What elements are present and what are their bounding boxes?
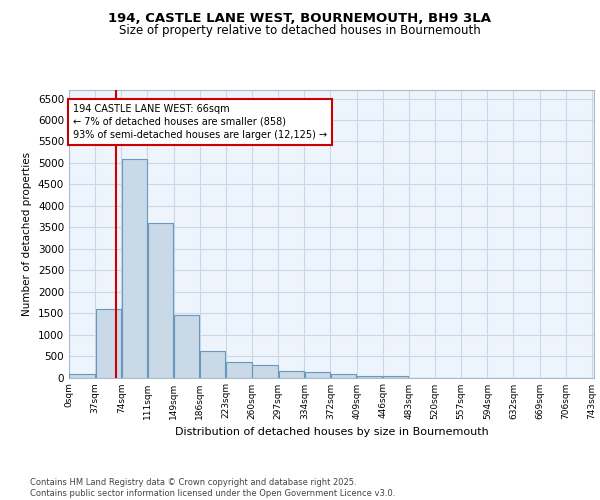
Bar (357, 376, 382, 378)
Bar (331, 374, 356, 378)
Bar (122, 158, 147, 378)
Text: 194, CASTLE LANE WEST, BOURNEMOUTH, BH9 3LA: 194, CASTLE LANE WEST, BOURNEMOUTH, BH9 … (109, 12, 491, 26)
Bar (253, 364, 278, 378)
Bar (148, 223, 173, 378)
Bar (95, 309, 121, 378)
Bar (200, 351, 226, 378)
Bar (174, 316, 199, 378)
Text: Size of property relative to detached houses in Bournemouth: Size of property relative to detached ho… (119, 24, 481, 37)
Text: Contains HM Land Registry data © Crown copyright and database right 2025.
Contai: Contains HM Land Registry data © Crown c… (30, 478, 395, 498)
Bar (305, 372, 330, 378)
Bar (278, 370, 304, 378)
Y-axis label: Number of detached properties: Number of detached properties (22, 152, 32, 316)
Bar (383, 376, 409, 378)
Text: 194 CASTLE LANE WEST: 66sqm
← 7% of detached houses are smaller (858)
93% of sem: 194 CASTLE LANE WEST: 66sqm ← 7% of deta… (73, 104, 326, 140)
Bar (70, 374, 95, 378)
X-axis label: Distribution of detached houses by size in Bournemouth: Distribution of detached houses by size … (175, 427, 488, 437)
Bar (226, 362, 251, 378)
